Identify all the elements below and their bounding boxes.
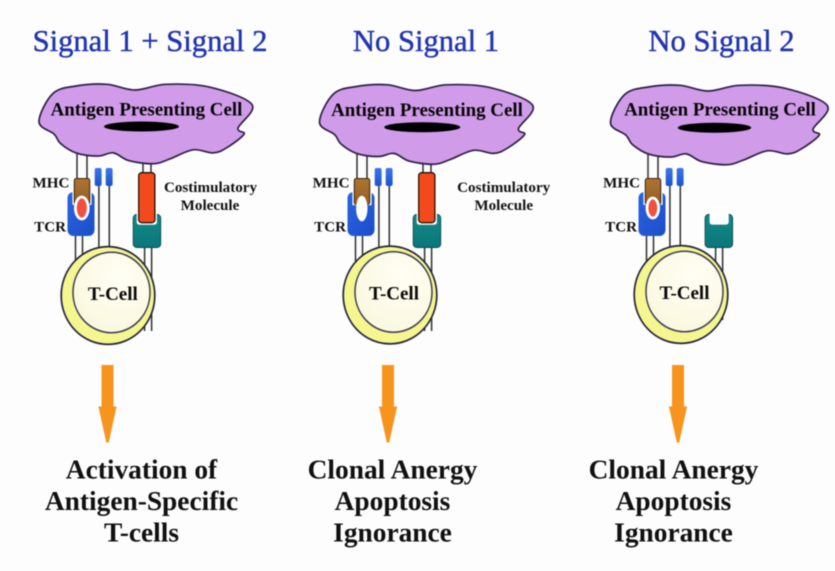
svg-text:Antigen Presenting Cell: Antigen Presenting Cell [51,100,243,121]
svg-text:T-Cell: T-Cell [88,284,138,305]
svg-text:TCR: TCR [314,220,347,236]
svg-text:MHC: MHC [603,176,640,192]
svg-text:Antigen Presenting Cell: Antigen Presenting Cell [624,100,816,121]
svg-text:Costimulatory: Costimulatory [164,180,258,196]
svg-text:Clonal Anergy: Clonal Anergy [308,455,478,485]
svg-text:Molecule: Molecule [181,198,240,214]
svg-text:Activation of: Activation of [66,455,218,485]
svg-text:T-Cell: T-Cell [369,284,419,305]
svg-text:T-Cell: T-Cell [660,283,710,304]
svg-text:Ignorance: Ignorance [614,517,733,547]
svg-text:Costimulatory: Costimulatory [457,180,551,196]
svg-text:Antigen Presenting Cell: Antigen Presenting Cell [331,100,523,121]
svg-text:Apoptosis: Apoptosis [335,486,451,516]
svg-text:Ignorance: Ignorance [333,517,452,547]
svg-text:T-cells: T-cells [104,517,179,547]
svg-text:MHC: MHC [33,176,70,192]
svg-text:Clonal Anergy: Clonal Anergy [589,455,759,485]
svg-text:TCR: TCR [34,220,67,236]
svg-text:Antigen-Specific: Antigen-Specific [45,486,238,516]
svg-text:MHC: MHC [313,176,350,192]
svg-text:TCR: TCR [605,220,638,236]
svg-text:Signal 1 + Signal 2: Signal 1 + Signal 2 [33,24,268,58]
svg-text:No Signal 2: No Signal 2 [648,24,794,58]
svg-text:No Signal 1: No Signal 1 [353,24,499,58]
svg-text:Apoptosis: Apoptosis [616,486,732,516]
svg-text:Molecule: Molecule [474,198,533,214]
